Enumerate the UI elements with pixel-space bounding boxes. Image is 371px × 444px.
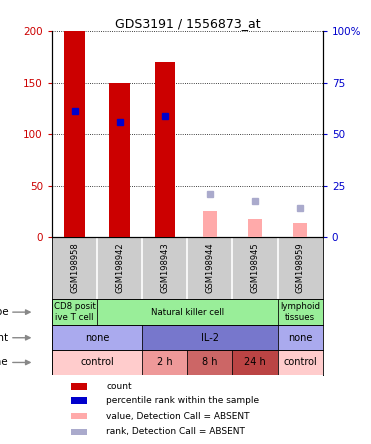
Text: percentile rank within the sample: percentile rank within the sample	[106, 396, 259, 405]
Bar	[71, 397, 87, 404]
Text: control: control	[80, 357, 114, 368]
Bar	[71, 428, 87, 435]
Bar	[71, 413, 87, 420]
Text: lymphoid
tissues: lymphoid tissues	[280, 302, 320, 322]
Text: count: count	[106, 382, 132, 391]
Bar	[293, 222, 307, 237]
Bar	[71, 383, 87, 390]
Text: cell type: cell type	[0, 307, 9, 317]
Text: none: none	[288, 333, 312, 343]
Text: GSM198958: GSM198958	[70, 242, 79, 293]
Text: IL-2: IL-2	[201, 333, 219, 343]
Title: GDS3191 / 1556873_at: GDS3191 / 1556873_at	[115, 17, 260, 30]
Text: 8 h: 8 h	[202, 357, 218, 368]
Text: control: control	[283, 357, 317, 368]
Bar	[233, 350, 278, 375]
Text: GSM198945: GSM198945	[250, 243, 260, 293]
Text: rank, Detection Call = ABSENT: rank, Detection Call = ABSENT	[106, 427, 245, 436]
Bar	[187, 350, 233, 375]
Bar	[278, 350, 323, 375]
Text: Natural killer cell: Natural killer cell	[151, 308, 224, 317]
Text: none: none	[85, 333, 109, 343]
Text: GSM198959: GSM198959	[296, 243, 305, 293]
Bar	[248, 218, 262, 237]
Text: 24 h: 24 h	[244, 357, 266, 368]
Bar	[142, 325, 278, 350]
Bar	[52, 299, 97, 325]
Bar	[142, 350, 187, 375]
Text: GSM198943: GSM198943	[160, 242, 169, 293]
Text: 2 h: 2 h	[157, 357, 173, 368]
Bar	[278, 325, 323, 350]
Bar	[109, 83, 130, 237]
Bar	[64, 31, 85, 237]
Text: GSM198944: GSM198944	[206, 243, 214, 293]
Bar	[203, 211, 217, 237]
Text: GSM198942: GSM198942	[115, 243, 124, 293]
Text: agent: agent	[0, 333, 9, 343]
Bar	[278, 299, 323, 325]
Bar	[155, 62, 175, 237]
Bar	[52, 350, 142, 375]
Bar	[97, 299, 278, 325]
Text: time: time	[0, 357, 9, 368]
Text: CD8 posit
ive T cell: CD8 posit ive T cell	[53, 302, 95, 322]
Text: value, Detection Call = ABSENT: value, Detection Call = ABSENT	[106, 412, 250, 421]
Bar	[52, 325, 142, 350]
